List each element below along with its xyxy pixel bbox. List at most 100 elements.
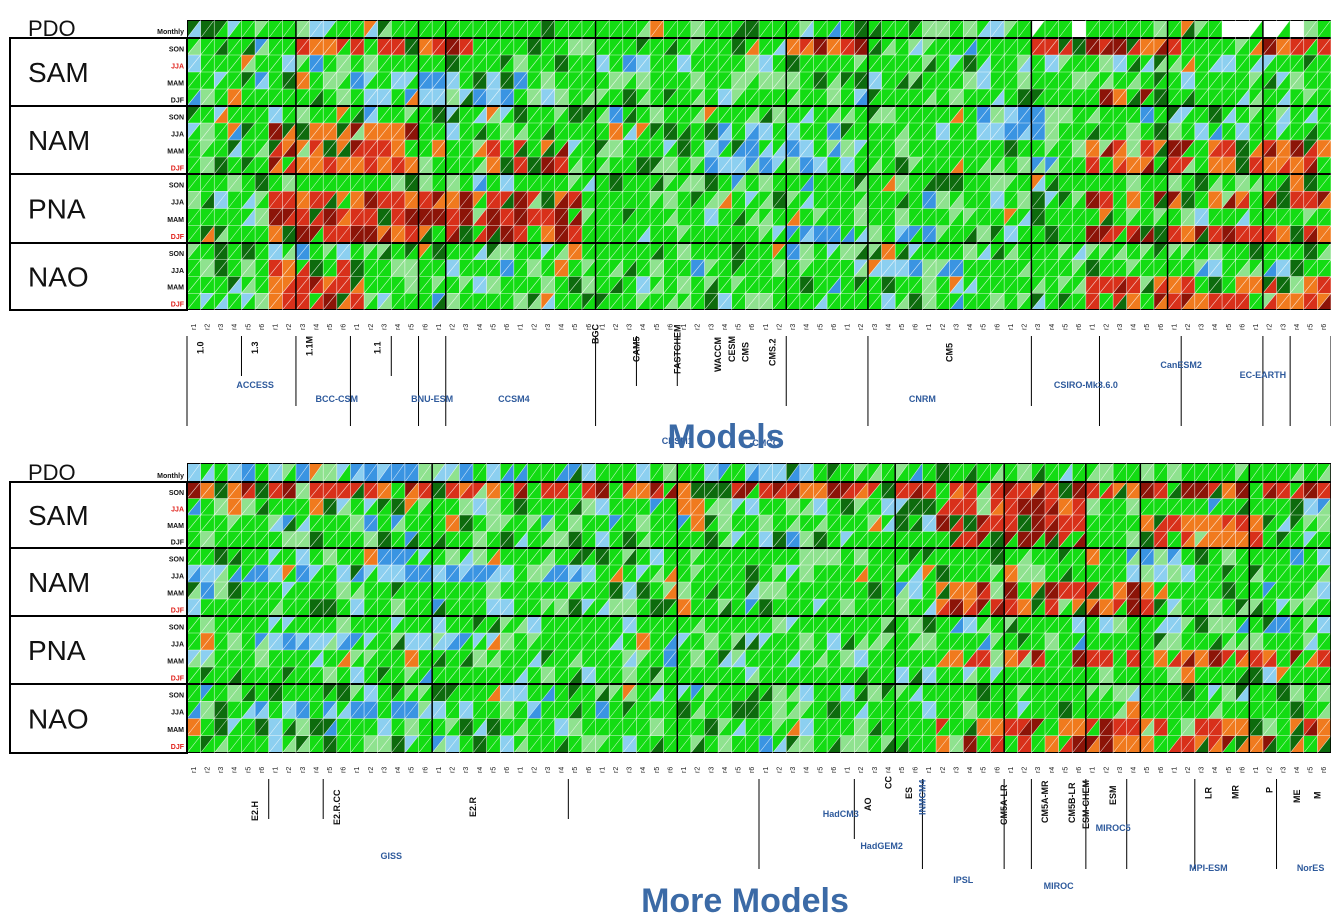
- cell-diagonal: [540, 71, 555, 90]
- cell-diagonal: [377, 225, 392, 244]
- cell-diagonal: [1221, 293, 1236, 310]
- cell-diagonal: [309, 105, 324, 124]
- cell-diagonal: [1072, 71, 1087, 90]
- cell-diagonal: [799, 156, 814, 175]
- cell-diagonal: [1017, 173, 1032, 192]
- cell-diagonal: [1112, 105, 1127, 124]
- cell-diagonal: [990, 122, 1005, 141]
- cell-diagonal: [418, 71, 433, 90]
- cell-diagonal: [1221, 139, 1236, 158]
- cell-diagonal: [595, 54, 610, 73]
- cell-diagonal: [1112, 242, 1127, 260]
- season-label: DJF: [171, 97, 185, 104]
- cell-diagonal: [1262, 37, 1277, 56]
- cell-diagonal: [187, 225, 201, 244]
- cell-diagonal: [391, 139, 406, 158]
- cell-diagonal: [1235, 191, 1250, 209]
- cell-diagonal: [704, 191, 719, 209]
- run-index-label: r6: [831, 324, 838, 330]
- cell-diagonal: [608, 54, 624, 73]
- cell-diagonal: [336, 71, 351, 90]
- cell-diagonal: [1003, 105, 1018, 124]
- cell-diagonal: [1153, 88, 1168, 107]
- cell-diagonal: [363, 191, 378, 209]
- cell-diagonal: [636, 105, 651, 124]
- cell-diagonal: [431, 20, 447, 39]
- cell-diagonal: [1303, 191, 1318, 209]
- cell-diagonal: [813, 122, 828, 141]
- cell-diagonal: [1017, 105, 1032, 124]
- cell-diagonal: [214, 225, 229, 244]
- cell-diagonal: [1031, 293, 1046, 310]
- cell-diagonal: [568, 156, 583, 175]
- cell-diagonal: [867, 293, 882, 310]
- cell-diagonal: [500, 259, 515, 277]
- cell-diagonal: [1208, 105, 1223, 124]
- cell-diagonal: [1262, 105, 1277, 124]
- cell-diagonal: [1058, 88, 1073, 107]
- cell-diagonal: [1017, 276, 1032, 294]
- cell-diagonal: [1031, 173, 1046, 192]
- cell-diagonal: [1167, 88, 1182, 107]
- cell-diagonal: [854, 88, 869, 107]
- cell-diagonal: [704, 293, 719, 310]
- cell-diagonal: [840, 208, 855, 226]
- run-index-label: r4: [804, 324, 811, 330]
- cell-diagonal: [677, 242, 692, 260]
- cell-diagonal: [309, 71, 324, 90]
- cell-diagonal: [608, 156, 624, 175]
- cell-diagonal: [1031, 105, 1046, 124]
- cell-diagonal: [391, 37, 406, 56]
- cell-diagonal: [200, 191, 215, 209]
- cell-diagonal: [1126, 259, 1141, 277]
- cell-diagonal: [1180, 191, 1196, 209]
- cell-diagonal: [663, 156, 678, 175]
- cell-diagonal: [663, 225, 678, 244]
- cell-diagonal: [200, 71, 215, 90]
- model-group-label: CCSM4: [498, 394, 530, 404]
- cell-diagonal: [568, 20, 583, 39]
- cell-diagonal: [268, 293, 283, 310]
- cell-diagonal: [322, 225, 338, 244]
- cell-diagonal: [799, 208, 814, 226]
- cell-diagonal: [826, 105, 841, 124]
- model-group-label: CESM1: [662, 436, 693, 446]
- cell-diagonal: [1317, 156, 1331, 175]
- cell-diagonal: [840, 191, 855, 209]
- cell-diagonal: [322, 259, 338, 277]
- cell-diagonal: [963, 191, 978, 209]
- cell-diagonal: [881, 191, 896, 209]
- row-labels-models: PDO MonthlySAMSONJJAMAMDJFNAMSONJJAMAMDJF…: [9, 16, 188, 311]
- cell-diagonal: [309, 208, 324, 226]
- run-index-label: r1: [518, 324, 525, 330]
- cell-diagonal: [1289, 156, 1304, 175]
- cell-diagonal: [1044, 276, 1059, 294]
- cell-diagonal: [881, 156, 896, 175]
- cell-diagonal: [813, 242, 828, 260]
- cell-diagonal: [1017, 139, 1032, 158]
- cell-diagonal: [1194, 20, 1209, 39]
- cell-diagonal: [1167, 259, 1182, 277]
- cell-diagonal: [363, 173, 378, 192]
- cell-diagonal: [1276, 105, 1291, 124]
- cell-diagonal: [540, 276, 555, 294]
- cell-diagonal: [745, 20, 760, 39]
- cell-diagonal: [540, 37, 555, 56]
- cell-diagonal: [1031, 20, 1046, 39]
- cell-diagonal: [1235, 293, 1250, 310]
- cell-diagonal: [990, 37, 1005, 56]
- cell-diagonal: [704, 259, 719, 277]
- cell-diagonal: [581, 139, 596, 158]
- cell-diagonal: [867, 156, 882, 175]
- cell-diagonal: [540, 259, 555, 277]
- cell-diagonal: [1235, 37, 1250, 56]
- cell-diagonal: [1317, 225, 1331, 244]
- cell-diagonal: [391, 54, 406, 73]
- cell-diagonal: [1262, 156, 1277, 175]
- cell-diagonal: [649, 54, 664, 73]
- cell-diagonal: [663, 208, 678, 226]
- cell-diagonal: [854, 54, 869, 73]
- cell-diagonal: [1017, 20, 1032, 39]
- cell-diagonal: [459, 54, 474, 73]
- cell-diagonal: [1221, 156, 1236, 175]
